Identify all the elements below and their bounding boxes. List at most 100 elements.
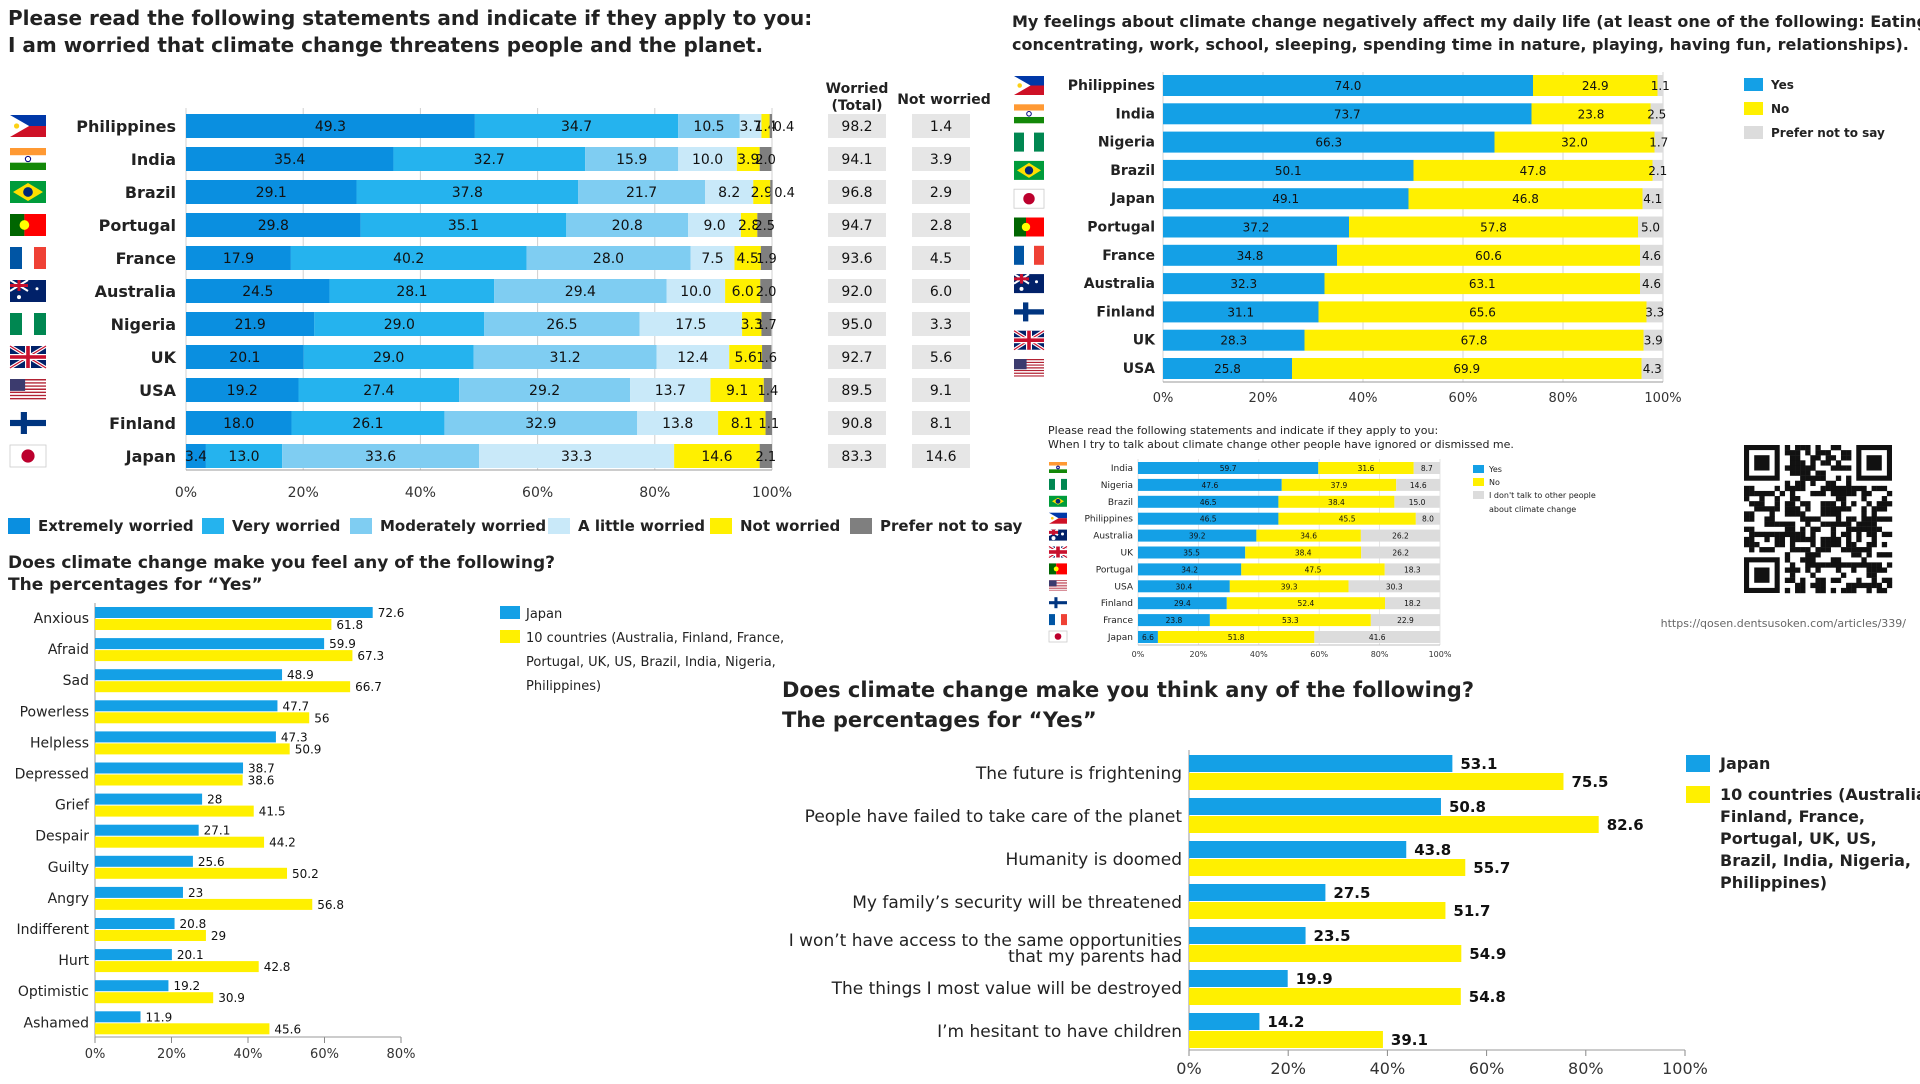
data-label: 38.7 <box>248 762 275 776</box>
bar-segment <box>290 246 527 270</box>
qr-module <box>1805 536 1811 543</box>
qr-module <box>1815 582 1821 589</box>
uk-flag-icon <box>1013 329 1045 352</box>
qr-module <box>1820 490 1826 497</box>
data-label: 31.6 <box>1358 464 1375 473</box>
data-label: 21.9 <box>235 317 266 333</box>
qr-module <box>1795 450 1801 456</box>
legend-swatch <box>350 518 372 534</box>
data-label: 1.7 <box>756 318 777 333</box>
qr-module <box>1815 526 1821 532</box>
bar-segment <box>186 279 330 303</box>
data-label: 72.6 <box>378 606 405 620</box>
bar <box>1189 902 1446 919</box>
not-worried-value: 3.3 <box>930 317 952 333</box>
bar-segment <box>1408 188 1643 210</box>
data-label: 32.3 <box>1230 277 1257 291</box>
qr-module <box>1795 547 1801 553</box>
bar <box>95 1011 141 1023</box>
bar-segment <box>479 444 675 468</box>
data-label: 11.9 <box>146 1010 173 1024</box>
qr-module <box>1769 521 1775 527</box>
data-label: 1.1 <box>758 417 779 432</box>
qr-module <box>1810 516 1816 522</box>
qr-module <box>1774 506 1780 512</box>
qr-finder <box>1754 455 1770 471</box>
qr-module <box>1871 567 1877 573</box>
legend-label: Brazil, India, Nigeria, <box>1720 851 1911 870</box>
bar-segment <box>1163 75 1533 96</box>
data-label: 67.3 <box>357 649 384 663</box>
qr-module <box>1835 465 1842 471</box>
qr-module <box>1840 587 1847 594</box>
qr-module <box>1835 445 1842 451</box>
x-tick-label: 40% <box>1250 650 1268 659</box>
bar <box>95 762 244 774</box>
qr-module <box>1876 526 1882 532</box>
worried-total-value: 95.0 <box>841 317 872 333</box>
bar-segment <box>1138 462 1319 474</box>
data-label: 12.4 <box>677 350 708 366</box>
country-label: Portugal <box>99 216 176 235</box>
category-label: Humanity is doomed <box>1005 850 1182 870</box>
legend-swatch <box>500 630 520 643</box>
country-label: Nigeria <box>1098 135 1155 151</box>
qr-module <box>1769 547 1775 553</box>
bar-segment <box>1163 244 1337 266</box>
qr-module <box>1856 536 1862 543</box>
legend-swatch <box>1744 102 1763 115</box>
qr-module <box>1871 506 1877 512</box>
data-label: 14.2 <box>1267 1013 1304 1031</box>
data-label: 37.9 <box>1331 481 1348 490</box>
bar <box>95 743 290 755</box>
qr-module <box>1779 541 1786 548</box>
data-label: 46.5 <box>1200 515 1217 524</box>
x-tick-label: 20% <box>1249 391 1278 406</box>
qr-module <box>1830 480 1837 487</box>
data-label: 23.8 <box>1166 616 1183 625</box>
chart-title-line: When I try to talk about climate change … <box>1048 438 1514 451</box>
x-tick-label: 0% <box>175 485 197 501</box>
qr-module <box>1754 541 1760 548</box>
qr-module <box>1810 541 1816 548</box>
usa-flag-icon <box>1014 359 1044 378</box>
qr-module <box>1825 501 1831 507</box>
bar <box>1189 884 1326 901</box>
bar <box>95 681 351 693</box>
qr-module <box>1886 552 1893 558</box>
qr-code <box>1744 445 1893 594</box>
data-label: 47.8 <box>1520 164 1547 178</box>
qr-module <box>1840 496 1847 502</box>
country-label: Japan <box>1107 633 1133 643</box>
qr-module <box>1764 531 1770 538</box>
bar-segment <box>1360 529 1440 542</box>
bar <box>1189 945 1462 962</box>
legend-label: A little worried <box>578 517 705 535</box>
qr-module <box>1769 516 1775 522</box>
qr-module <box>1825 480 1831 487</box>
qr-module <box>1805 465 1811 471</box>
qr-module <box>1815 547 1821 553</box>
bar-segment <box>1163 131 1495 153</box>
bar-segment <box>1640 273 1663 295</box>
bar-segment <box>678 147 737 171</box>
bar-segment <box>1641 358 1663 379</box>
bar-segment <box>1256 529 1361 542</box>
data-label: 82.6 <box>1607 816 1644 834</box>
data-label: 35.5 <box>1183 549 1200 558</box>
bar-segment <box>1415 512 1440 525</box>
bar-segment <box>526 246 691 270</box>
qr-module <box>1835 541 1842 548</box>
chart-dismissed: Please read the following statements and… <box>1048 424 1596 659</box>
qr-module <box>1815 490 1821 497</box>
qr-module <box>1784 526 1791 532</box>
bar-segment <box>1138 614 1210 627</box>
worried-total-value: 92.7 <box>841 350 872 366</box>
data-label: 40.2 <box>393 251 424 267</box>
legend-label: Very worried <box>232 517 340 535</box>
bar-segment <box>360 213 567 237</box>
qr-module <box>1805 521 1811 527</box>
qr-module <box>1800 516 1806 522</box>
data-label: 53.3 <box>1282 616 1299 625</box>
source-url[interactable]: https://qosen.dentsusoken.com/articles/3… <box>1661 617 1907 630</box>
